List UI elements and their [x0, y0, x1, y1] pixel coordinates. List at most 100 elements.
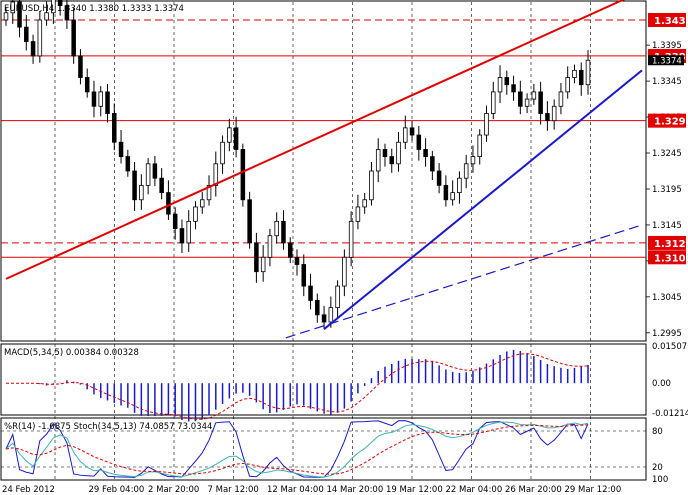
- price-axis: 1.33951.33451.32951.32451.31951.31451.30…: [646, 41, 682, 339]
- candle-body: [558, 91, 564, 107]
- candle-body: [281, 220, 286, 244]
- stoch-main-line: [5, 421, 589, 478]
- candle-body: [186, 220, 191, 244]
- time-tick-label: 14 Mar 20:00: [327, 485, 384, 495]
- candle-body: [375, 149, 381, 172]
- price-tick-label: 1.3045: [652, 293, 682, 303]
- candle-body: [565, 77, 570, 93]
- candle-body: [538, 91, 543, 114]
- candle-body: [470, 156, 476, 165]
- candle-body: [206, 184, 212, 201]
- stoch-tick-label: 20: [652, 463, 663, 473]
- candle-body: [490, 91, 496, 114]
- candle-body: [213, 163, 219, 186]
- stoch-panel-frame: [0, 417, 647, 481]
- macd-tick-label: 0.01507: [652, 342, 687, 352]
- candle-body: [139, 184, 144, 201]
- stoch-label: %R(14) -1.6875 Stoch(34,5,13) 74.0857 73…: [4, 422, 212, 432]
- candle-body: [247, 199, 252, 244]
- candle-body: [348, 220, 354, 258]
- candle-body: [37, 19, 43, 57]
- candle-body: [193, 206, 198, 222]
- candle-body: [267, 235, 273, 258]
- candle-body: [416, 134, 422, 150]
- time-tick-label: 12 Mar 04:00: [267, 485, 324, 495]
- level-badge: [648, 250, 686, 265]
- candle-body: [227, 127, 232, 143]
- candle-body: [572, 69, 577, 78]
- stoch-tick-label: 100: [652, 475, 668, 485]
- candle-body: [98, 91, 104, 107]
- macd-tick-label: 0.00: [652, 379, 671, 389]
- macd-tick-label: -0.01214: [652, 409, 688, 419]
- time-tick-label: 2 Mar 20:00: [148, 485, 199, 495]
- price-tick-label: 1.3195: [652, 185, 682, 195]
- candle-body: [328, 307, 334, 323]
- horizontal-levels: [1, 19, 646, 258]
- candle-body: [403, 127, 408, 143]
- price-tick-label: 1.3245: [652, 149, 682, 159]
- level-badge: [648, 235, 686, 250]
- candle-body: [518, 91, 523, 107]
- candle-body: [51, 0, 56, 14]
- candle-body: [10, 1, 16, 14]
- current-price-label: 1.3374: [652, 56, 682, 66]
- candle-body: [430, 156, 435, 172]
- candle-body: [524, 98, 530, 107]
- candle-body: [369, 170, 374, 201]
- time-tick-label: 7 Mar 12:00: [208, 485, 259, 495]
- time-tick-label: 29 Feb 04:00: [89, 485, 145, 495]
- candle-body: [199, 199, 205, 208]
- candle-body: [504, 77, 510, 86]
- candle-body: [484, 113, 489, 136]
- candle-body: [457, 177, 462, 193]
- stoch-signal-line: [5, 424, 589, 475]
- candle-body: [287, 242, 293, 258]
- candle-body: [71, 19, 76, 57]
- time-axis: 24 Feb 2012 29 Feb 04:00 2 Mar 20:00 7 Mar …: [2, 485, 621, 495]
- candle-body: [118, 141, 124, 158]
- candle-body: [355, 206, 361, 222]
- candle-body: [294, 256, 300, 265]
- price-tick-label: 1.2995: [652, 329, 682, 339]
- candle-body: [362, 199, 367, 208]
- candle-body: [260, 256, 266, 273]
- trendlines: [5, 0, 643, 339]
- candle-body: [166, 192, 171, 215]
- candle-body: [315, 300, 320, 316]
- stoch-indicator: 80 20 100: [1, 420, 668, 485]
- time-tick-label: 24 Feb 2012: [2, 485, 55, 495]
- candle-body: [477, 134, 482, 158]
- candle-body: [463, 163, 469, 179]
- candle-body: [64, 5, 70, 21]
- candle-body: [274, 220, 279, 237]
- macd-signal-line: [6, 353, 589, 420]
- candle-body: [17, 1, 22, 28]
- time-tick-label: 26 Mar 20:00: [505, 485, 562, 495]
- candle-body: [436, 170, 442, 186]
- level-badge-label: 1.329: [654, 117, 686, 128]
- chart-title: EURUSD,H4 1.3340 1.3380 1.3333 1.3374: [4, 4, 184, 14]
- candle-body: [105, 91, 110, 114]
- candle-body: [321, 314, 327, 323]
- level-badge-label: 1.312: [654, 239, 686, 250]
- candle-body: [159, 177, 164, 193]
- candle-body: [450, 192, 455, 201]
- candle-body: [145, 163, 151, 186]
- current-price-badge: [648, 55, 684, 66]
- trendline: [323, 69, 643, 330]
- time-tick-label: 19 Mar 12:00: [386, 485, 443, 495]
- candle-body: [423, 149, 428, 158]
- candle-body: [511, 84, 516, 93]
- price-tick-label: 1.3395: [652, 41, 682, 51]
- level-badge-label: 1.310: [654, 253, 686, 264]
- candle-body: [132, 170, 137, 201]
- candle-body: [220, 141, 225, 165]
- trendline: [5, 0, 625, 280]
- candle-body: [233, 127, 239, 150]
- candle-body: [57, 0, 63, 6]
- candle-body: [30, 41, 36, 57]
- level-badge: [648, 113, 686, 128]
